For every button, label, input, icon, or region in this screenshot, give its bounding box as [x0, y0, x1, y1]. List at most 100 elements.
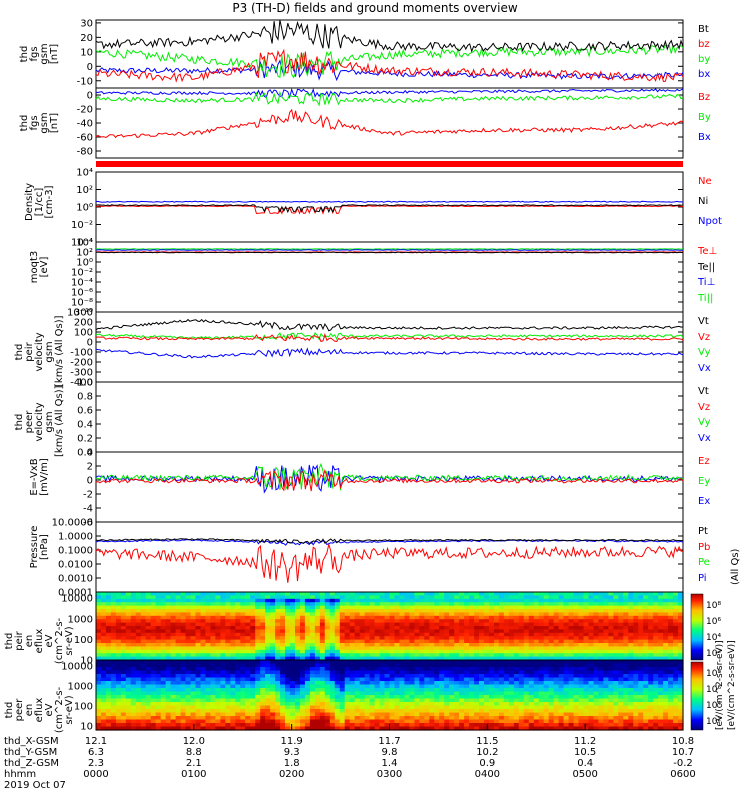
xaxis-value: 12.1	[85, 736, 107, 747]
cbar-label-0: [eV/(cm^2-s-sr-eV)]	[715, 640, 725, 730]
ytick-label-ve: 0.4	[77, 420, 93, 431]
xaxis-row-label: hhmm	[4, 769, 36, 780]
ylabel-ele_spec: thd peer en eflux eV (cm^2-s- sr-eV)	[4, 686, 75, 734]
xaxis-value: 10.5	[574, 747, 596, 758]
ytick-label-fgs2: -60	[77, 133, 93, 144]
ytick-label-fgs: 10	[80, 47, 93, 58]
ytick-label-pressure: 1.0000	[58, 532, 93, 543]
ytick-label-ve: 0.2	[77, 434, 93, 445]
xaxis-value: -0.2	[673, 758, 693, 769]
ytick-label-temp: 10⁴	[76, 238, 93, 249]
cbar-tick-ion: 10²	[706, 649, 721, 659]
xaxis-value: 10.8	[672, 736, 694, 747]
xaxis-value: 0600	[670, 769, 695, 780]
legend-ve-Vt: Vt	[698, 386, 709, 397]
ylabel-fgs: thd fgs gsm [nT]	[19, 43, 60, 65]
chart-title: P3 (TH-D) fields and ground moments over…	[232, 1, 518, 15]
legend-density-Ni: Ni	[698, 196, 709, 207]
xaxis-value: 0100	[181, 769, 206, 780]
ytick-label-ele_spec: 10	[80, 722, 93, 733]
ytick-label-ve: 0.0	[77, 448, 93, 459]
trace-fgs2-By	[95, 90, 684, 107]
ytick-label-temp: 10⁻⁶	[71, 288, 93, 299]
ytick-label-density: 10²	[76, 185, 93, 196]
ytick-label-density: 10⁻²	[71, 220, 93, 231]
ytick-label-ve: 0.6	[77, 406, 93, 417]
ytick-label-efield: 4	[87, 448, 93, 459]
ytick-label-temp: 10⁻⁸	[71, 298, 93, 309]
ytick-label-ele_spec: 100	[74, 702, 93, 713]
xaxis-value: 0200	[279, 769, 304, 780]
trace-fgs2-Bx	[95, 87, 684, 99]
trace-fgs-bz	[95, 48, 684, 83]
xaxis-value: 0000	[83, 769, 108, 780]
ytick-label-pressure: 10.0000	[52, 518, 93, 529]
legend-pressure-Pi: Pi	[698, 572, 707, 584]
xaxis-value: 9.3	[284, 747, 300, 758]
ytick-label-vi: -100	[70, 348, 93, 359]
legend-density-Npot: Npot	[698, 216, 722, 227]
ytick-label-fgs2: 0	[87, 91, 93, 102]
legend-density-Ne: Ne	[698, 176, 712, 187]
cbar-tick-ele: 10⁶	[706, 685, 721, 695]
date-label: 2019 Oct 07	[4, 780, 66, 791]
ytick-label-fgs: 20	[80, 33, 93, 44]
trace-fgs-Bt	[95, 19, 684, 53]
xaxis-value: 0300	[377, 769, 402, 780]
legend-ve-Vy: Vy	[698, 417, 711, 429]
legend-temp-Te||: Te||	[698, 261, 716, 273]
legend-vi-Vy: Vy	[698, 347, 711, 359]
ytick-label-fgs: 0	[87, 62, 93, 73]
xaxis-value: 10.7	[672, 747, 694, 758]
ytick-label-vi: -200	[70, 358, 93, 369]
xaxis-value: 1.8	[284, 758, 300, 769]
ytick-label-pressure: 0.0001	[58, 588, 93, 599]
xaxis-value: 0.4	[577, 758, 593, 769]
xaxis-value: 10.2	[476, 747, 498, 758]
xaxis-row-label: thd_Z-GSM	[4, 758, 59, 769]
xaxis-value: 1.4	[382, 758, 398, 769]
legend-fgs2-Bz: Bz	[698, 92, 711, 103]
trace-vi-Vt	[95, 318, 684, 332]
spectrogram-ele_spec	[96, 660, 684, 731]
ytick-label-pressure: 0.0100	[58, 560, 93, 571]
ytick-label-efield: -2	[83, 490, 93, 501]
ytick-label-efield: 0	[87, 476, 93, 487]
trace-vi-Vz	[95, 332, 684, 343]
ylabel-density: Density [1/cc] [cm-3]	[24, 182, 55, 222]
ytick-label-vi: 0	[87, 338, 93, 349]
xaxis-value: 2.3	[88, 758, 104, 769]
legend-fgs-by: by	[698, 54, 711, 66]
ylabel-fgs2: thd fgs gsm [nT]	[19, 112, 60, 134]
legend-fgs-bx: bx	[698, 69, 711, 81]
xaxis-value: 0.9	[479, 758, 495, 769]
ytick-label-density: 10⁴	[76, 168, 93, 179]
xaxis-value: 2.1	[186, 758, 202, 769]
legend-efield-Ey: Ey	[698, 476, 711, 487]
trace-vi-Vx	[95, 347, 684, 359]
legend-fgs2-By: By	[698, 112, 711, 123]
xaxis-value: 9.8	[382, 747, 398, 758]
legend-ve-Vz: Vz	[698, 401, 711, 413]
cbar-tick-ele: 10⁸	[706, 669, 721, 679]
xaxis-row-label: thd_X-GSM	[4, 736, 59, 747]
ytick-label-ele_spec: 1000	[68, 682, 93, 693]
ytick-label-vi: 200	[74, 318, 93, 329]
ytick-label-vi: 100	[74, 328, 93, 339]
colorbar-electron	[690, 661, 704, 731]
xaxis-value: 11.9	[281, 736, 303, 747]
xaxis-value: 6.3	[88, 747, 104, 758]
ytick-label-ion_spec: 1000	[68, 614, 93, 625]
ytick-label-density: 10⁰	[76, 203, 93, 214]
xaxis-value: 12.0	[183, 736, 205, 747]
ytick-label-temp: 10⁻²	[71, 268, 93, 279]
cbar-tick-ele: 10⁴	[706, 701, 721, 711]
xaxis-value: 0400	[475, 769, 500, 780]
ylabel-efield: E=-VxB [mV/m]	[29, 458, 50, 496]
panel-frame-pressure	[95, 521, 684, 593]
ytick-label-fgs2: -20	[77, 105, 93, 116]
legend-efield-Ez: Ez	[698, 456, 710, 467]
ytick-label-temp: 10⁻¹⁰	[67, 308, 93, 319]
legend-vi-Vt: Vt	[698, 316, 709, 327]
